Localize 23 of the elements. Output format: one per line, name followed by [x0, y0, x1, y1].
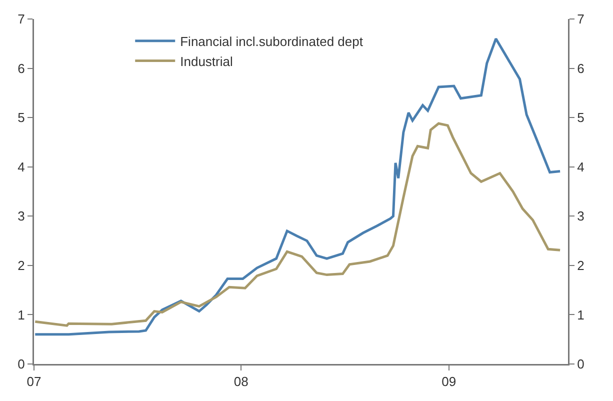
y2-tick-label: 0	[577, 356, 584, 372]
y-tick-label: 3	[18, 208, 25, 224]
y2-tick-label: 5	[577, 110, 584, 126]
y2-tick-label: 7	[577, 12, 584, 27]
y-tick-label: 0	[18, 356, 25, 372]
legend-label: Industrial	[180, 54, 233, 69]
y2-tick-label: 6	[577, 60, 584, 76]
y2-tick-label: 2	[577, 258, 584, 273]
y2-tick-label: 3	[577, 208, 584, 224]
y-tick-label: 6	[18, 60, 25, 76]
y-tick-label: 4	[18, 159, 25, 174]
x-tick-label: 07	[26, 374, 42, 390]
y-tick-label: 2	[18, 258, 25, 273]
y2-tick-label: 1	[577, 307, 584, 322]
line-series	[34, 122, 562, 327]
x-tick-label: 08	[234, 374, 248, 390]
line-series	[34, 37, 562, 336]
x-tick-label: 09	[442, 374, 456, 390]
y2-tick-label: 4	[577, 159, 584, 174]
legend-label: Financial incl.subordinated dept	[180, 34, 364, 49]
y-tick-label: 7	[18, 12, 25, 27]
y-tick-label: 5	[18, 110, 25, 126]
y-tick-label: 1	[18, 307, 25, 322]
